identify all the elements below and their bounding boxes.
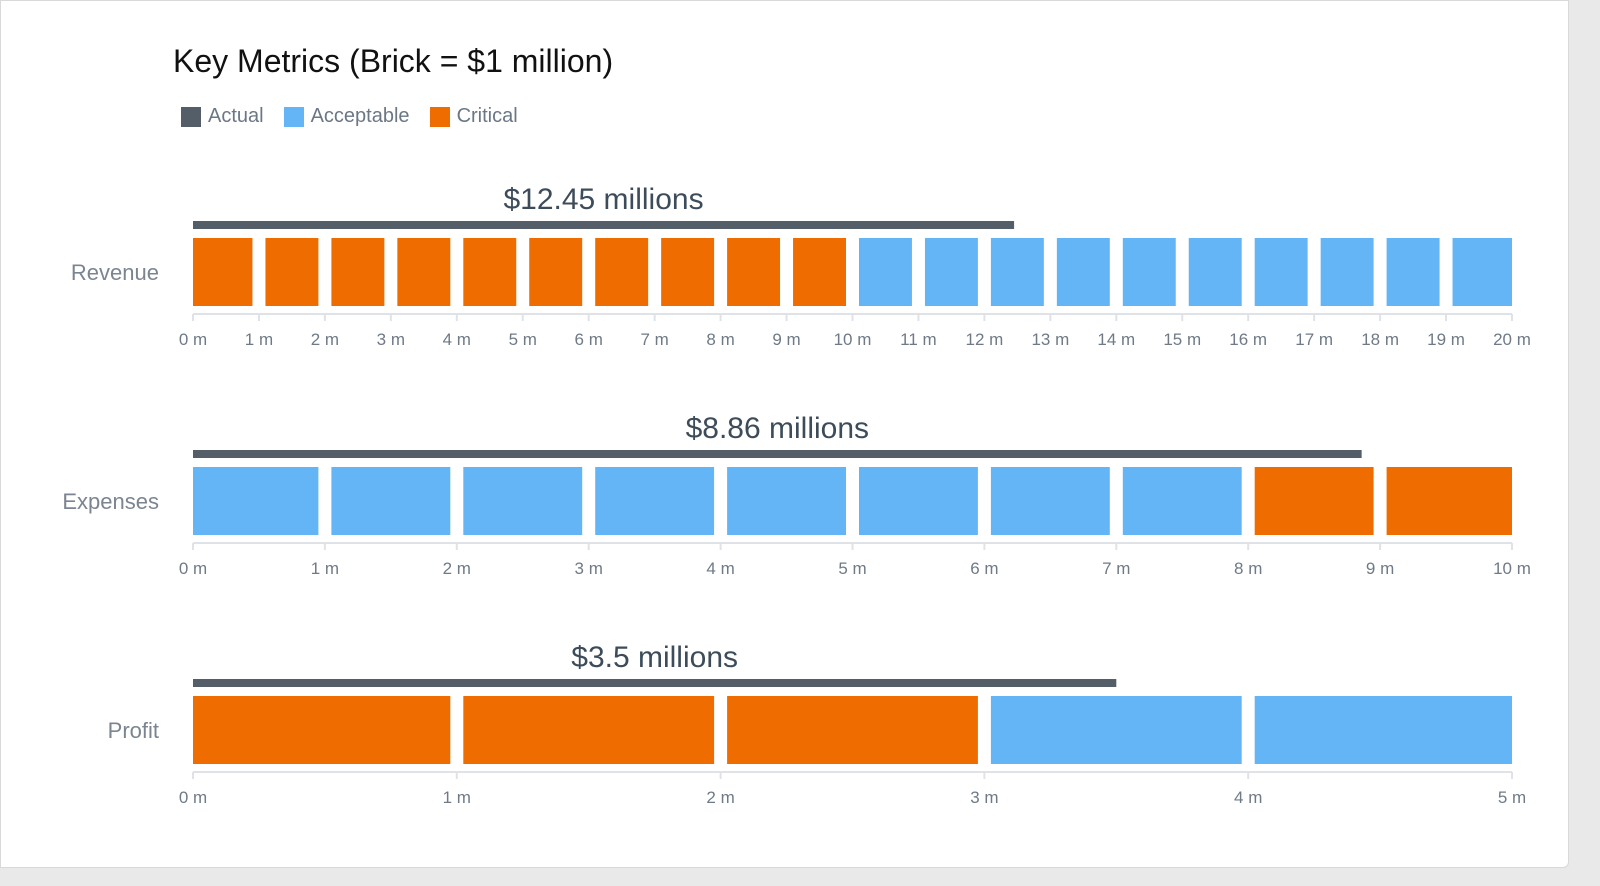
revenue-tick-label: 19 m	[1427, 330, 1465, 349]
legend-label-critical: Critical	[456, 105, 518, 127]
revenue-brick[interactable]	[595, 238, 649, 306]
revenue-tick-label: 20 m	[1493, 330, 1531, 349]
revenue-brick[interactable]	[193, 238, 253, 306]
expenses-brick[interactable]	[727, 467, 846, 535]
expenses-tick-label: 4 m	[706, 559, 734, 578]
revenue-brick[interactable]	[859, 238, 912, 306]
legend-swatch-acceptable	[283, 106, 304, 127]
revenue-tick-label: 10 m	[834, 330, 872, 349]
revenue-brick[interactable]	[924, 238, 978, 306]
revenue-brick[interactable]	[265, 238, 319, 306]
revenue-tick-label: 6 m	[575, 330, 603, 349]
expenses-brick[interactable]	[595, 467, 715, 535]
revenue-brick[interactable]	[397, 238, 451, 306]
expenses-actual-label: $8.86 millions	[686, 412, 869, 445]
revenue-tick-label: 17 m	[1295, 330, 1333, 349]
profit-tick-label: 1 m	[443, 788, 471, 807]
profit-brick[interactable]	[727, 696, 978, 764]
expenses-tick-label: 3 m	[575, 559, 603, 578]
expenses-tick-label: 8 m	[1234, 559, 1262, 578]
expenses-brick[interactable]	[859, 467, 978, 535]
revenue-tick-label: 14 m	[1097, 330, 1135, 349]
revenue-brick[interactable]	[990, 238, 1044, 306]
revenue-tick-label: 12 m	[966, 330, 1004, 349]
chart-title: Key Metrics (Brick = $1 million)	[173, 43, 614, 79]
expenses-tick-label: 2 m	[443, 559, 471, 578]
expenses-tick-label: 9 m	[1366, 559, 1394, 578]
legend: Actual Acceptable Critical	[181, 105, 518, 128]
expenses-category-label: Expenses	[62, 489, 159, 514]
expenses-brick[interactable]	[331, 467, 451, 535]
revenue-tick-label: 7 m	[640, 330, 668, 349]
legend-item-actual[interactable]: Actual	[181, 105, 264, 128]
revenue-brick[interactable]	[793, 238, 846, 306]
legend-label-acceptable: Acceptable	[310, 105, 410, 127]
revenue-brick[interactable]	[463, 238, 517, 306]
expenses-brick[interactable]	[463, 467, 583, 535]
revenue-brick[interactable]	[1386, 238, 1440, 306]
revenue-actual-label: $12.45 millions	[503, 183, 703, 216]
revenue-tick-label: 4 m	[443, 330, 471, 349]
revenue-tick-label: 5 m	[509, 330, 537, 349]
expenses-tick-label: 1 m	[311, 559, 339, 578]
revenue-brick[interactable]	[1452, 238, 1512, 306]
profit-tick-label: 2 m	[706, 788, 734, 807]
revenue-tick-label: 1 m	[245, 330, 273, 349]
revenue-category-label: Revenue	[71, 260, 159, 285]
revenue-actual-bar[interactable]	[193, 221, 1015, 229]
profit-tick-label: 0 m	[179, 788, 207, 807]
profit-actual-bar[interactable]	[193, 679, 1117, 687]
expenses-brick[interactable]	[990, 467, 1110, 535]
profit-brick[interactable]	[463, 696, 715, 764]
expenses-tick-label: 0 m	[179, 559, 207, 578]
expenses-tick-label: 6 m	[970, 559, 998, 578]
revenue-tick-label: 3 m	[377, 330, 405, 349]
expenses-tick-label: 5 m	[838, 559, 866, 578]
revenue-tick-label: 16 m	[1229, 330, 1267, 349]
revenue-tick-label: 2 m	[311, 330, 339, 349]
profit-tick-label: 4 m	[1234, 788, 1262, 807]
profit-category-label: Profit	[108, 718, 159, 743]
revenue-tick-label: 18 m	[1361, 330, 1399, 349]
profit-actual-label: $3.5 millions	[571, 641, 738, 674]
profit-brick[interactable]	[193, 696, 451, 764]
expenses-tick-label: 7 m	[1102, 559, 1130, 578]
revenue-tick-label: 13 m	[1031, 330, 1069, 349]
revenue-tick-label: 9 m	[772, 330, 800, 349]
revenue-brick[interactable]	[1188, 238, 1242, 306]
revenue-brick[interactable]	[1056, 238, 1110, 306]
expenses-brick[interactable]	[1386, 467, 1512, 535]
revenue-tick-label: 11 m	[900, 330, 937, 349]
profit-tick-label: 3 m	[970, 788, 998, 807]
revenue-brick[interactable]	[661, 238, 715, 306]
legend-swatch-actual	[181, 106, 201, 127]
profit-brick[interactable]	[1254, 696, 1512, 764]
revenue-tick-label: 8 m	[706, 330, 734, 349]
expenses-brick[interactable]	[1254, 467, 1374, 535]
revenue-brick[interactable]	[727, 238, 781, 306]
profit-tick-label: 5 m	[1498, 788, 1526, 807]
legend-item-acceptable[interactable]: Acceptable	[283, 105, 410, 128]
expenses-brick[interactable]	[1122, 467, 1242, 535]
legend-item-critical[interactable]: Critical	[429, 105, 518, 128]
revenue-tick-label: 15 m	[1163, 330, 1201, 349]
revenue-brick[interactable]	[331, 238, 385, 306]
revenue-tick-label: 0 m	[179, 330, 207, 349]
expenses-tick-label: 10 m	[1493, 559, 1531, 578]
profit-brick[interactable]	[990, 696, 1242, 764]
revenue-brick[interactable]	[1254, 238, 1308, 306]
expenses-actual-bar[interactable]	[193, 450, 1362, 458]
revenue-brick[interactable]	[1122, 238, 1176, 306]
revenue-brick[interactable]	[1320, 238, 1374, 306]
revenue-brick[interactable]	[529, 238, 583, 306]
legend-label-actual: Actual	[208, 105, 264, 127]
expenses-brick[interactable]	[193, 467, 319, 535]
legend-swatch-critical	[429, 106, 450, 127]
